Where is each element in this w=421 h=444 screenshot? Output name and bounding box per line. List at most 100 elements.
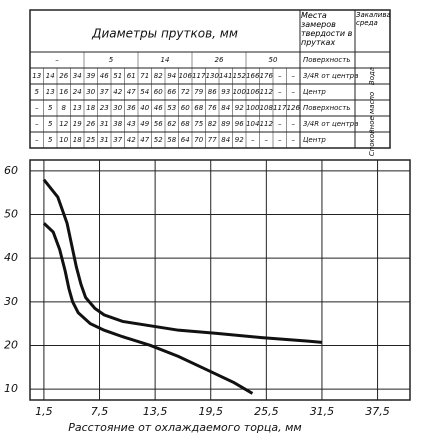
cell: 56	[154, 120, 163, 128]
table-frame	[29, 9, 391, 149]
medium-header: Закаливающая среда	[356, 11, 390, 27]
cell: 126	[287, 104, 301, 112]
medium: Спокойное масло	[368, 92, 376, 156]
cell: –	[55, 56, 59, 64]
cell: 47	[127, 88, 136, 96]
cell: 94	[167, 72, 176, 80]
cell: 49	[140, 120, 149, 128]
x-tick-label: 7,5	[91, 405, 109, 418]
cell: 24	[73, 88, 82, 96]
cell: 47	[140, 136, 149, 144]
cell: 104	[246, 120, 259, 128]
cell: 31	[100, 136, 109, 144]
cell: 60	[154, 88, 163, 96]
cell: 68	[194, 104, 203, 112]
x-tick-label: 37,5	[365, 405, 390, 418]
cell: 37	[113, 136, 122, 144]
plot-frame	[29, 159, 411, 401]
cell: 93	[221, 88, 230, 96]
cell: 100	[246, 104, 260, 112]
cell: 53	[167, 104, 176, 112]
row-location: Поверхность	[303, 56, 350, 64]
cell: 5	[48, 104, 53, 112]
cell: –	[35, 104, 39, 112]
cell: 84	[221, 136, 230, 144]
curve	[42, 178, 323, 344]
cell: 130	[206, 72, 220, 80]
cell: 38	[113, 120, 122, 128]
cell: 5	[48, 120, 53, 128]
cell: 117	[273, 104, 287, 112]
cell: 13	[73, 104, 82, 112]
cell: 61	[127, 72, 136, 80]
x-axis-label: Расстояние от охлаждаемого торца, мм	[68, 421, 301, 434]
cell: 13	[32, 72, 41, 80]
curve	[42, 222, 254, 395]
row-location: Поверхность	[303, 104, 350, 112]
cell: 72	[181, 88, 190, 96]
cell: –	[292, 72, 296, 80]
cell: 89	[221, 120, 230, 128]
cell: 166	[246, 72, 260, 80]
row-location: 3/4R от центра	[303, 120, 358, 128]
cell: 46	[100, 72, 109, 80]
cell: 82	[154, 72, 163, 80]
cell: 30	[86, 88, 95, 96]
cell: 31	[100, 120, 109, 128]
cell: 71	[140, 72, 149, 80]
cell: 46	[154, 104, 163, 112]
cell: 26	[86, 120, 95, 128]
cell: 52	[154, 136, 163, 144]
cell: 39	[86, 72, 95, 80]
cell: 92	[235, 104, 244, 112]
cell: 18	[86, 104, 95, 112]
x-tick-label: 13,5	[143, 405, 168, 418]
location-header: Места замеров твердости в прутках	[301, 11, 353, 47]
cell: 16	[59, 88, 68, 96]
cell: –	[292, 120, 296, 128]
cell: –	[35, 136, 39, 144]
cell: 5	[48, 136, 53, 144]
cell: 34	[73, 72, 82, 80]
cell: 40	[140, 104, 149, 112]
cell: –	[292, 88, 296, 96]
row-location: Центр	[303, 88, 326, 96]
cell: 50	[269, 56, 278, 64]
cell: –	[265, 136, 269, 144]
cell: 58	[167, 136, 176, 144]
cell: 92	[235, 136, 244, 144]
cell: 68	[181, 120, 190, 128]
cell: 37	[100, 88, 109, 96]
cell: 13	[46, 88, 55, 96]
cell: 30	[113, 104, 122, 112]
row-location: 3/4R от центра	[303, 72, 358, 80]
cell: 66	[167, 88, 176, 96]
cell: 54	[140, 88, 149, 96]
cell: –	[251, 136, 255, 144]
cell: 108	[260, 104, 274, 112]
cell: 77	[208, 136, 217, 144]
table-header: Диаметры прутков, мм	[91, 27, 238, 41]
cell: 42	[113, 88, 122, 96]
cell: 12	[59, 120, 68, 128]
cell: 18	[73, 136, 82, 144]
cell: 60	[181, 104, 190, 112]
location-header-box: Места замеров твердости в прутках	[301, 11, 353, 47]
cell: 19	[73, 120, 82, 128]
cell: 42	[127, 136, 136, 144]
cell: 86	[208, 88, 217, 96]
y-tick-label: 20	[4, 338, 18, 351]
cell: 8	[62, 104, 67, 112]
cell: –	[278, 72, 282, 80]
cell: 64	[181, 136, 190, 144]
cell: 36	[127, 104, 136, 112]
cell: 26	[59, 72, 68, 80]
y-tick-label: 50	[4, 208, 18, 221]
cell: 84	[221, 104, 230, 112]
cell: 43	[127, 120, 136, 128]
cell: 106	[179, 72, 193, 80]
x-tick-label: 31,5	[310, 405, 335, 418]
y-tick-label: 10	[4, 382, 18, 395]
cell: 96	[235, 120, 244, 128]
